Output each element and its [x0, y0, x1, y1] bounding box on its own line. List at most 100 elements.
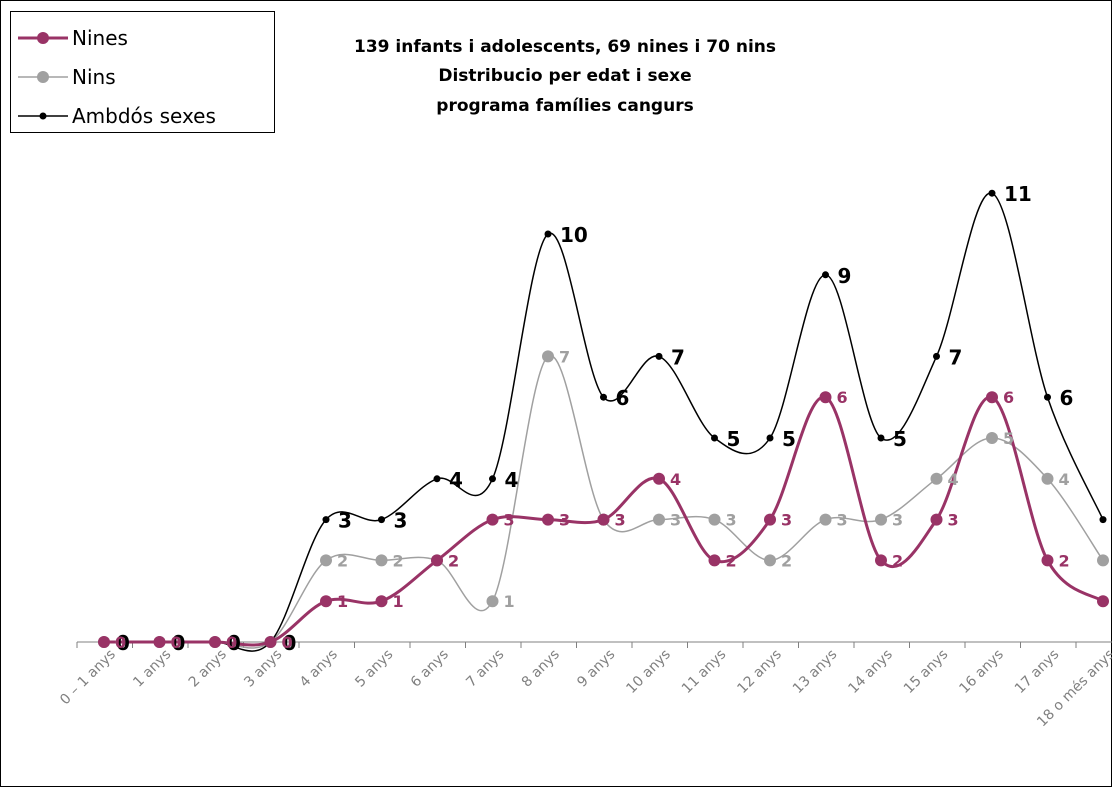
data-label-nins: 3 — [837, 511, 848, 530]
data-label-nines: 0 — [171, 633, 182, 652]
point-nines — [930, 513, 943, 526]
point-nines — [986, 391, 998, 404]
data-label-ambdos: 0 — [283, 631, 297, 655]
point-nines — [875, 554, 887, 567]
data-label-nins: 3 — [670, 511, 681, 530]
data-label-nines: 3 — [504, 511, 515, 530]
point-nines — [708, 554, 721, 567]
data-label-nins: 1 — [504, 592, 515, 611]
point-nins — [1097, 554, 1109, 567]
point-nines — [764, 513, 776, 526]
point-ambdos — [378, 516, 385, 524]
point-nines — [542, 513, 554, 526]
data-label-ambdos: 5 — [782, 427, 796, 451]
data-label-nins: 2 — [337, 551, 348, 570]
point-nines — [375, 595, 388, 608]
data-label-ambdos: 0 — [172, 631, 186, 655]
data-label-nins: 3 — [615, 511, 626, 530]
point-nines — [653, 472, 665, 485]
data-label-nines: 3 — [559, 511, 570, 530]
chart-title-line-2: Distribucio per edat i sexe — [438, 66, 691, 86]
data-label-ambdos: 0 — [227, 631, 241, 655]
point-nins — [375, 554, 388, 567]
point-nins — [708, 513, 721, 526]
legend-label-nins: Nins — [72, 65, 116, 89]
data-label-nines: 2 — [892, 551, 903, 570]
point-ambdos — [877, 434, 885, 442]
legend-item-nins: Nins — [18, 65, 116, 89]
point-nins — [819, 513, 832, 526]
point-nins — [764, 554, 776, 567]
point-ambdos — [489, 475, 496, 483]
data-label-nines: 3 — [948, 511, 959, 530]
data-label-ambdos: 4 — [449, 468, 463, 492]
data-label-ambdos: 11 — [1004, 182, 1032, 206]
point-nins — [320, 554, 332, 567]
data-label-nins: 4 — [1059, 470, 1070, 489]
chart-title-line-3: programa famílies cangurs — [436, 96, 693, 116]
data-label-nines: 0 — [226, 633, 237, 652]
data-label-ambdos: 6 — [616, 386, 630, 410]
legend-item-nines: Nines — [18, 26, 128, 50]
point-nines — [819, 391, 832, 404]
point-nins — [986, 432, 998, 444]
point-nines — [597, 513, 610, 526]
legend-label-ambdos-sexes: Ambdós sexes — [72, 104, 216, 128]
point-ambdos — [600, 393, 607, 401]
data-label-nins: 0 — [115, 633, 126, 652]
point-nins — [875, 513, 887, 526]
data-label-nins: 7 — [559, 347, 570, 366]
point-nines — [431, 554, 443, 567]
data-label-nins: 3 — [726, 511, 737, 530]
legend-marker-nines — [37, 32, 49, 44]
data-label-nins: 2 — [393, 551, 404, 570]
point-ambdos — [711, 434, 718, 442]
data-label-ambdos: 0 — [116, 631, 130, 655]
data-label-nines: 2 — [1059, 551, 1070, 570]
data-label-nins: 0 — [282, 633, 293, 652]
point-ambdos — [544, 230, 552, 238]
legend-marker-ambdos — [39, 112, 47, 120]
data-label-ambdos: 10 — [560, 223, 588, 247]
legend: Nines Nins Ambdós sexes — [10, 11, 275, 133]
point-nines — [153, 636, 166, 648]
legend-item-ambdos-sexes: Ambdós sexes — [18, 104, 216, 128]
data-label-nines: 3 — [615, 511, 626, 530]
data-label-nines: 4 — [670, 470, 681, 489]
data-label-ambdos: 7 — [671, 345, 685, 369]
data-label-nins: 2 — [448, 551, 459, 570]
data-label-ambdos: 5 — [727, 427, 741, 451]
series-line-nines — [104, 395, 1104, 647]
point-nines — [486, 513, 499, 526]
chart-title-line-1: 139 infants i adolescents, 69 nines i 70… — [354, 37, 776, 57]
legend-marker-nins — [37, 71, 49, 83]
data-label-nines: 2 — [448, 551, 459, 570]
point-ambdos — [822, 271, 829, 279]
data-label-nines: 0 — [115, 633, 126, 652]
data-label-nins: 5 — [1003, 429, 1014, 448]
data-label-ambdos: 3 — [394, 509, 408, 533]
series-line-ambdos — [104, 192, 1104, 652]
point-ambdos — [433, 475, 441, 483]
data-label-nines: 6 — [1003, 388, 1014, 407]
point-ambdos — [1099, 516, 1107, 524]
data-label-ambdos: 7 — [949, 345, 963, 369]
data-label-nins: 4 — [948, 470, 959, 489]
legend-label-nines: Nines — [72, 26, 128, 50]
data-label-nines: 1 — [393, 592, 404, 611]
data-label-nins: 0 — [226, 633, 237, 652]
data-label-nines: 2 — [726, 551, 737, 570]
data-label-nins: 2 — [781, 551, 792, 570]
data-label-ambdos: 9 — [838, 264, 852, 288]
point-nins — [542, 350, 554, 363]
point-ambdos — [766, 434, 774, 442]
point-nines — [98, 636, 110, 648]
data-label-nins: 3 — [892, 511, 903, 530]
point-ambdos — [1044, 393, 1051, 401]
point-nins — [930, 472, 943, 485]
point-nines — [1097, 595, 1109, 608]
point-nines — [209, 636, 221, 648]
data-label-nines: 6 — [837, 388, 848, 407]
